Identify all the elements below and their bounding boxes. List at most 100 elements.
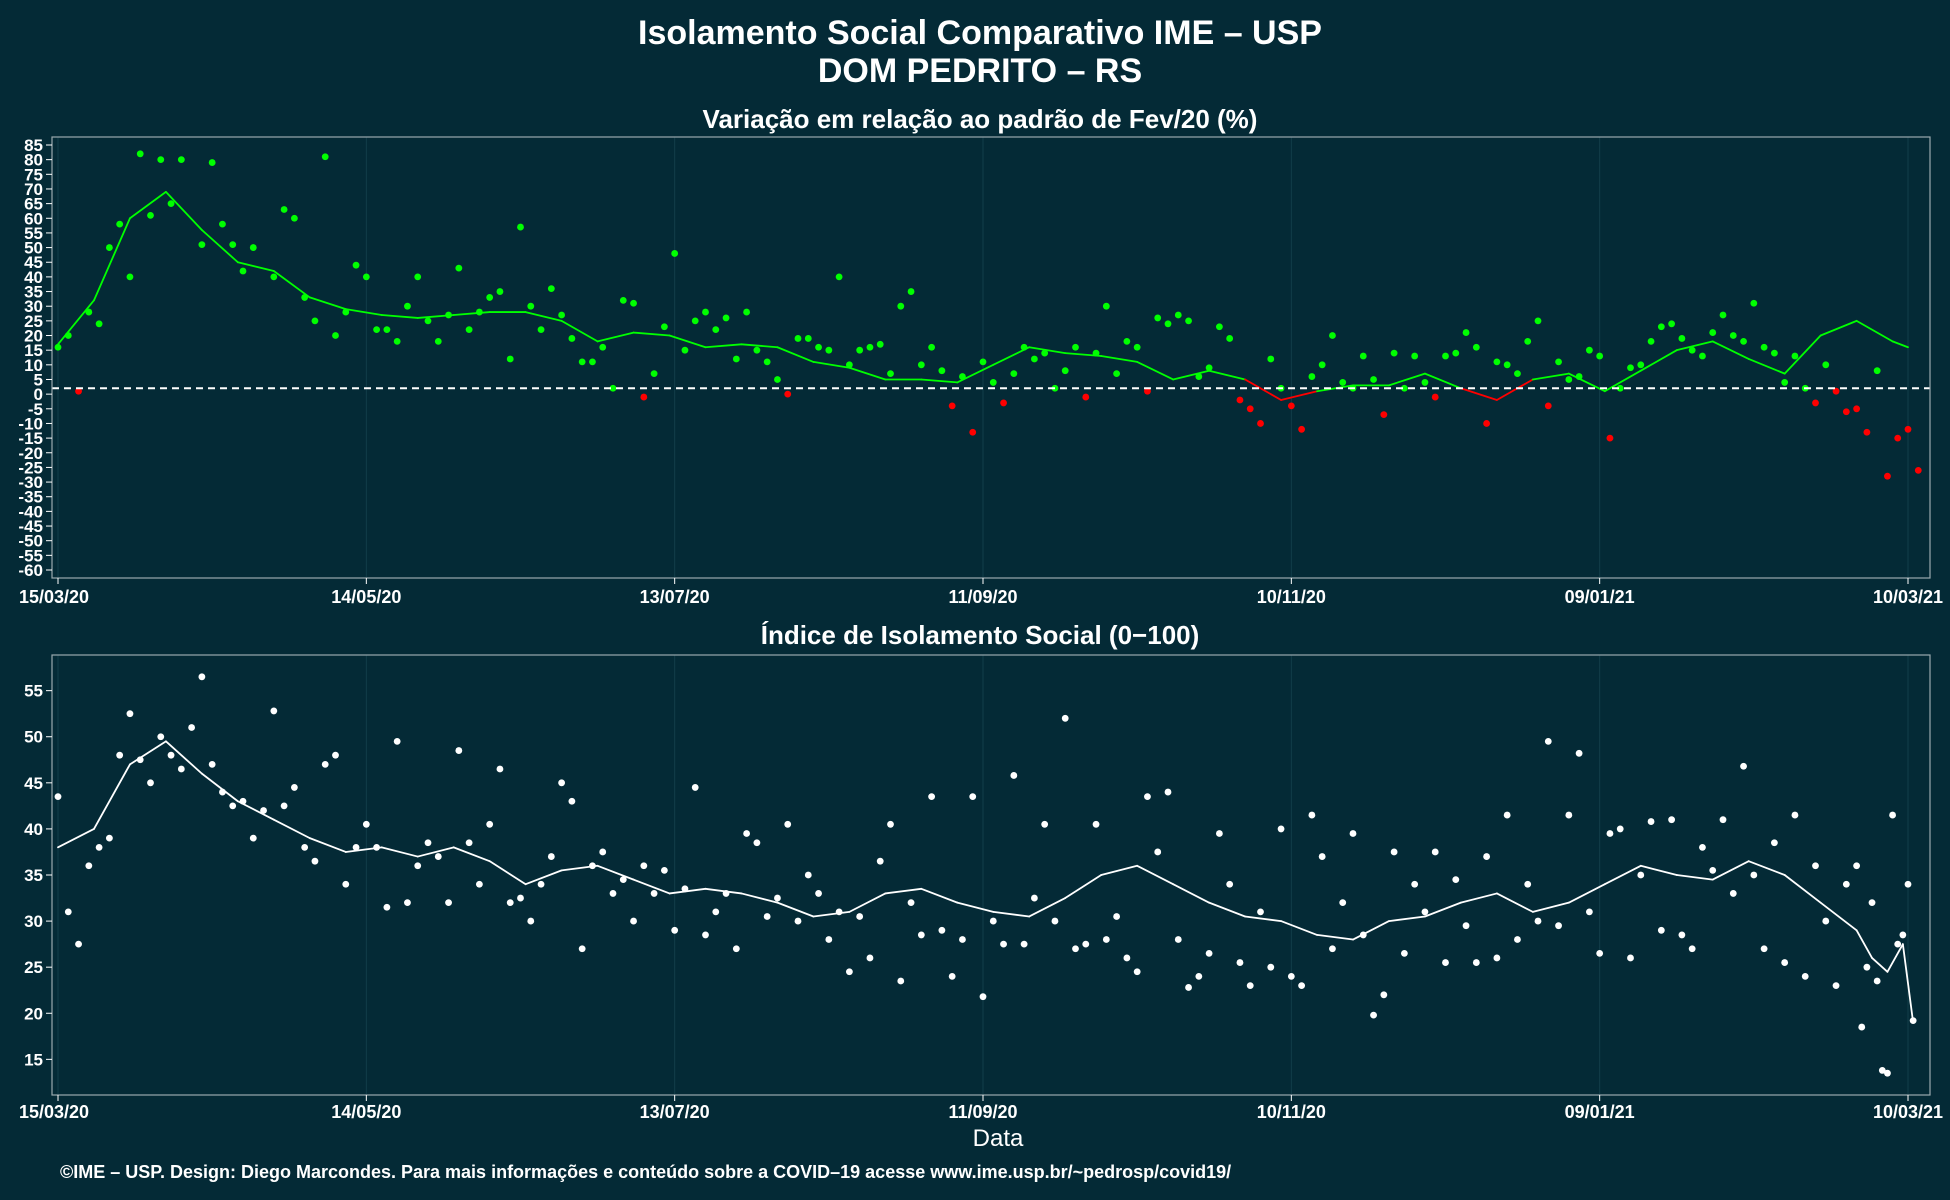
data-point — [1215, 830, 1223, 837]
x-tick-label: 13/07/20 — [640, 1102, 710, 1122]
trend-segment — [380, 846, 419, 858]
data-point — [1884, 472, 1891, 480]
data-point — [54, 343, 62, 351]
data-point — [332, 751, 339, 759]
x-tick-label: 10/03/21 — [1873, 1102, 1943, 1122]
data-point — [1750, 299, 1758, 307]
trend-segment — [1855, 929, 1873, 959]
data-point — [229, 241, 237, 249]
data-point — [1308, 373, 1316, 380]
data-point — [1185, 984, 1192, 991]
data-point — [1894, 434, 1902, 442]
data-point — [1246, 982, 1254, 990]
data-point — [989, 379, 997, 386]
trend-segment — [129, 740, 167, 766]
data-point — [1144, 793, 1151, 801]
data-point — [1000, 399, 1007, 407]
trend-segment — [1424, 901, 1462, 918]
data-point — [1195, 972, 1203, 980]
data-point — [506, 899, 514, 907]
trend-segment — [776, 901, 815, 918]
data-point — [681, 346, 689, 354]
data-point — [1154, 848, 1162, 856]
panel1-title: Variação em relação ao padrão de Fev/20 … — [703, 104, 1258, 134]
trend-segment — [200, 229, 239, 264]
data-point — [1400, 949, 1408, 957]
data-point — [208, 159, 216, 166]
data-point — [64, 332, 72, 339]
data-point — [290, 214, 298, 222]
trend-segment — [1172, 369, 1211, 381]
data-point — [1781, 379, 1789, 386]
data-point — [219, 788, 226, 796]
x-tick-label: 14/05/20 — [331, 587, 401, 607]
data-point — [1585, 346, 1593, 354]
data-point — [85, 862, 93, 870]
trend-segment — [1280, 390, 1318, 401]
data-point — [1452, 876, 1460, 884]
y-tick-label: 5 — [34, 370, 43, 389]
data-point — [352, 843, 360, 851]
data-point — [239, 797, 247, 805]
data-point — [630, 299, 637, 307]
data-point — [301, 843, 309, 851]
data-point — [825, 936, 833, 943]
data-point — [1000, 940, 1007, 948]
trend-segment — [524, 311, 563, 322]
data-point — [445, 899, 452, 907]
data-point — [1740, 762, 1747, 770]
trend-segment — [57, 299, 95, 346]
data-point — [1226, 335, 1234, 342]
data-point — [465, 326, 473, 334]
data-point — [517, 223, 524, 231]
trend-segment — [165, 740, 203, 775]
trend-segment — [1603, 369, 1642, 393]
data-point — [722, 890, 730, 897]
data-point — [1113, 370, 1121, 378]
data-point — [1185, 317, 1192, 325]
trend-segment — [1316, 934, 1354, 941]
trend-segment — [1208, 369, 1246, 381]
data-point — [856, 346, 864, 354]
data-point — [229, 802, 237, 810]
data-point — [1503, 361, 1511, 369]
data-point — [917, 361, 925, 369]
data-point — [599, 848, 607, 856]
y-tick-label: 80 — [24, 151, 43, 170]
trend-segment — [272, 818, 311, 840]
data-point — [1575, 749, 1583, 757]
data-point — [763, 358, 771, 366]
data-point — [835, 273, 843, 281]
data-point — [640, 862, 648, 870]
data-point — [578, 358, 586, 366]
panel2-title: Índice de Isolamento Social (0−100) — [761, 620, 1200, 650]
data-point — [969, 428, 977, 436]
data-point — [558, 311, 566, 319]
data-point — [1030, 894, 1038, 902]
data-point — [1822, 917, 1830, 925]
data-point — [928, 793, 936, 801]
data-point — [126, 710, 134, 718]
data-point — [969, 793, 977, 801]
data-point — [486, 294, 494, 301]
panel2-trend-line — [57, 740, 1915, 1024]
data-point — [1760, 343, 1768, 351]
data-point — [1791, 352, 1799, 360]
data-point — [1760, 945, 1768, 953]
data-point — [1657, 323, 1665, 331]
data-point — [1082, 393, 1090, 401]
trend-segment — [1280, 920, 1318, 936]
data-point — [1041, 349, 1049, 357]
trend-segment — [1711, 860, 1750, 881]
data-point — [1236, 959, 1244, 966]
data-point — [1534, 917, 1542, 925]
data-point — [1195, 373, 1203, 380]
data-point — [64, 908, 72, 916]
data-point — [393, 337, 401, 345]
data-point — [404, 899, 411, 907]
data-point — [1123, 954, 1131, 962]
trend-segment — [1244, 378, 1282, 401]
data-point — [609, 384, 617, 392]
data-point — [362, 273, 370, 281]
